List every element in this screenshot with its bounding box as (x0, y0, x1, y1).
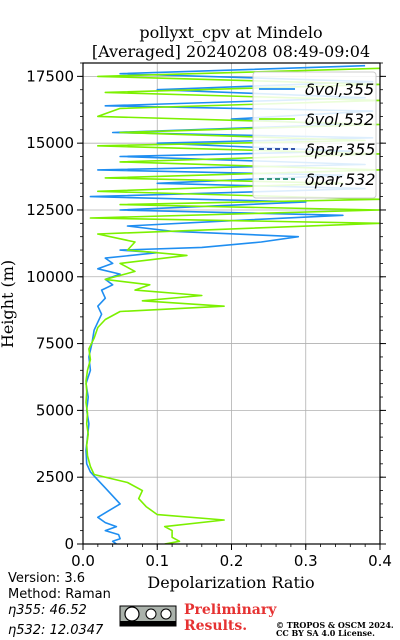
cc-by-sa-badge (119, 605, 177, 627)
y-tick-label: 17500 (26, 67, 74, 85)
series-line-1 (85, 67, 380, 544)
chart-subtitle: [Averaged] 20240208 08:49-09:04 (92, 42, 370, 61)
series-layer (85, 64, 380, 544)
y-tick-label: 12500 (26, 201, 74, 219)
legend-label-1: δvol,532 (305, 110, 374, 129)
legend-label-0: δvol,355 (305, 80, 374, 99)
y-tick-label: 7500 (36, 335, 74, 353)
x-tick-label: 0.1 (145, 552, 169, 570)
copyright-text-2: CC BY SA 4.0 License. (276, 628, 375, 638)
y-tick-label: 15000 (26, 134, 74, 152)
sa-icon (160, 608, 172, 620)
y-tick-label: 2500 (36, 468, 74, 486)
version-text: Version: 3.6 (8, 571, 85, 586)
axis-ticks: 0.0 0.1 0.2 0.3 0.4 0 2500 5000 7500 10000 12500 15… (26, 62, 392, 570)
method-text: Method: Raman (8, 587, 111, 602)
y-axis-label: Height (m) (0, 260, 17, 348)
legend: δvol,355 δvol,532 δpar,355 δpar,532 (252, 71, 377, 199)
preliminary-text-1: Preliminary (184, 602, 277, 618)
chart-title: pollyxt_cpv at Mindelo (139, 23, 322, 42)
x-axis-label: Depolarization Ratio (147, 573, 314, 592)
x-tick-label: 0.3 (294, 552, 318, 570)
cc-icon (124, 606, 140, 622)
legend-box (252, 71, 377, 199)
legend-label-3: δpar,532 (305, 170, 375, 189)
y-tick-label: 0 (64, 535, 74, 553)
x-tick-label: 0.2 (220, 552, 244, 570)
x-tick-label: 0.4 (368, 552, 392, 570)
eta532-text: η532: 12.0347 (8, 623, 104, 638)
y-tick-label: 5000 (36, 401, 74, 419)
eta355-text: η355: 46.52 (8, 603, 87, 618)
series-line-0 (85, 64, 374, 544)
copyright-text-1: © TROPOS & OSCM 2024. (276, 620, 394, 630)
preliminary-text-2: Results. (184, 618, 247, 634)
legend-label-2: δpar,355 (305, 140, 375, 159)
by-icon (145, 608, 157, 620)
x-tick-label: 0.0 (71, 552, 95, 570)
y-tick-label: 10000 (26, 268, 74, 286)
